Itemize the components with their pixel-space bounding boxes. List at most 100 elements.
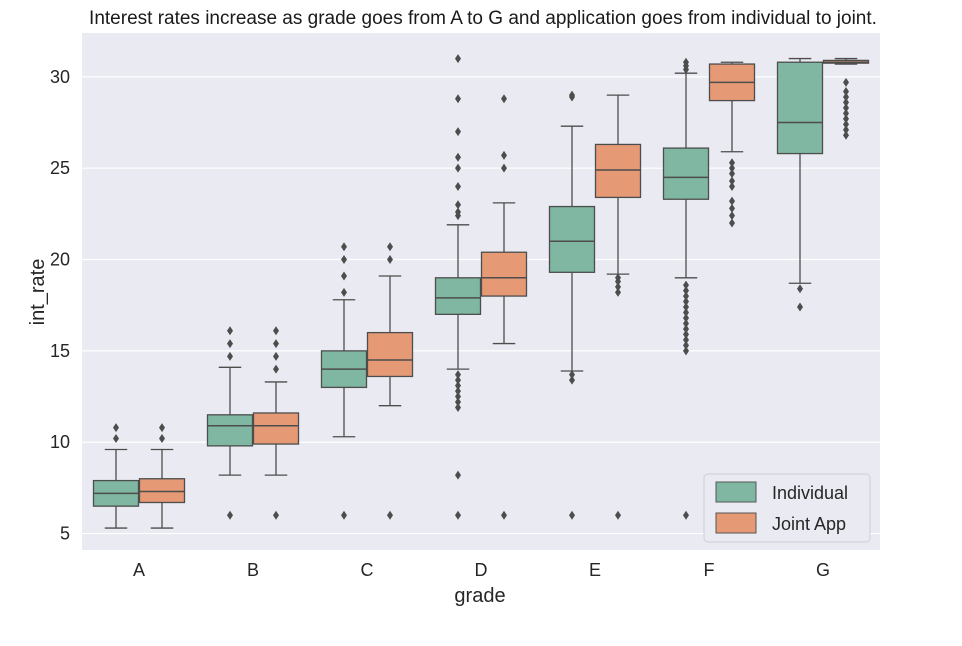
flier-point xyxy=(797,284,803,294)
flier-point xyxy=(455,386,461,396)
flier-point xyxy=(683,340,689,350)
box-individual-F xyxy=(662,57,710,520)
flier-point xyxy=(341,271,347,281)
flier-point xyxy=(843,125,849,135)
box-iqr xyxy=(480,251,528,297)
flier-point xyxy=(683,313,689,323)
x-tick-label: D xyxy=(475,560,488,580)
flier-point xyxy=(569,370,575,380)
box-iqr xyxy=(662,147,710,200)
box-iqr xyxy=(206,414,254,447)
flier-point xyxy=(615,510,621,520)
x-tick-label: C xyxy=(361,560,374,580)
flier-point xyxy=(501,510,507,520)
flier-point xyxy=(455,375,461,385)
flier-point xyxy=(113,434,119,444)
box-joint-app-E xyxy=(594,94,642,520)
box-iqr xyxy=(252,412,300,445)
legend-swatch-individual xyxy=(715,481,757,503)
flier-point xyxy=(455,397,461,407)
box-individual-D xyxy=(434,54,482,520)
y-tick-label: 10 xyxy=(50,432,70,452)
legend-label-joint-app: Joint App xyxy=(772,514,846,534)
flier-point xyxy=(843,77,849,87)
flier-point xyxy=(683,280,689,290)
box-individual-E xyxy=(548,90,596,520)
flier-point xyxy=(683,510,689,520)
box-iqr xyxy=(138,478,186,504)
legend: Individual Joint App xyxy=(703,473,871,543)
flier-point xyxy=(615,282,621,292)
flier-point xyxy=(843,130,849,140)
box-joint-app-A xyxy=(138,423,186,529)
flier-point xyxy=(455,152,461,162)
flier-point xyxy=(683,286,689,296)
box-joint-app-G xyxy=(822,57,870,140)
flier-point xyxy=(615,287,621,297)
flier-point xyxy=(387,242,393,252)
flier-point xyxy=(455,381,461,391)
flier-point xyxy=(729,158,735,168)
flier-point xyxy=(729,163,735,173)
flier-point xyxy=(227,351,233,361)
flier-point xyxy=(455,94,461,104)
flier-point xyxy=(273,339,279,349)
y-tick-label: 20 xyxy=(50,250,70,270)
legend-swatch-joint-app xyxy=(715,512,757,534)
flier-point xyxy=(227,326,233,336)
flier-point xyxy=(683,324,689,334)
flier-point xyxy=(683,291,689,301)
flier-point xyxy=(455,207,461,217)
flier-point xyxy=(843,114,849,124)
flier-point xyxy=(683,318,689,328)
flier-point xyxy=(615,273,621,283)
flier-point xyxy=(501,94,507,104)
x-tick-label: A xyxy=(133,560,145,580)
flier-point xyxy=(683,302,689,312)
flier-point xyxy=(797,302,803,312)
flier-point xyxy=(501,163,507,173)
flier-point xyxy=(273,364,279,374)
flier-point xyxy=(729,169,735,179)
y-axis-label: int_rate xyxy=(27,259,49,326)
flier-point xyxy=(113,423,119,433)
flier-point xyxy=(569,375,575,385)
flier-point xyxy=(501,150,507,160)
flier-point xyxy=(455,54,461,64)
box-iqr xyxy=(548,205,596,273)
flier-point xyxy=(227,510,233,520)
flier-point xyxy=(843,97,849,107)
flier-point xyxy=(455,392,461,402)
y-tick-label: 5 xyxy=(60,524,70,544)
box-individual-C xyxy=(320,242,368,520)
box-iqr xyxy=(366,331,414,378)
y-tick-label: 15 xyxy=(50,341,70,361)
flier-point xyxy=(729,211,735,221)
flier-point xyxy=(729,181,735,191)
flier-point xyxy=(159,423,165,433)
y-axis: 5 10 15 20 25 30 xyxy=(50,67,70,544)
box-iqr xyxy=(434,277,482,315)
box-joint-app-F xyxy=(708,61,756,228)
flier-point xyxy=(683,346,689,356)
flier-point xyxy=(569,90,575,100)
flier-point xyxy=(729,218,735,228)
flier-point xyxy=(455,403,461,413)
y-tick-label: 30 xyxy=(50,67,70,87)
y-tick-label: 25 xyxy=(50,158,70,178)
flier-point xyxy=(387,510,393,520)
box-joint-app-D xyxy=(480,94,528,520)
x-axis-label: grade xyxy=(454,585,505,607)
flier-point xyxy=(227,339,233,349)
legend-label-individual: Individual xyxy=(772,483,848,503)
x-tick-label: G xyxy=(816,560,830,580)
chart-title: Interest rates increase as grade goes fr… xyxy=(89,8,877,29)
flier-point xyxy=(455,127,461,137)
x-tick-label: B xyxy=(247,560,259,580)
flier-point xyxy=(455,200,461,210)
box-individual-B xyxy=(206,326,254,520)
flier-point xyxy=(843,108,849,118)
flier-point xyxy=(683,329,689,339)
flier-point xyxy=(843,86,849,96)
